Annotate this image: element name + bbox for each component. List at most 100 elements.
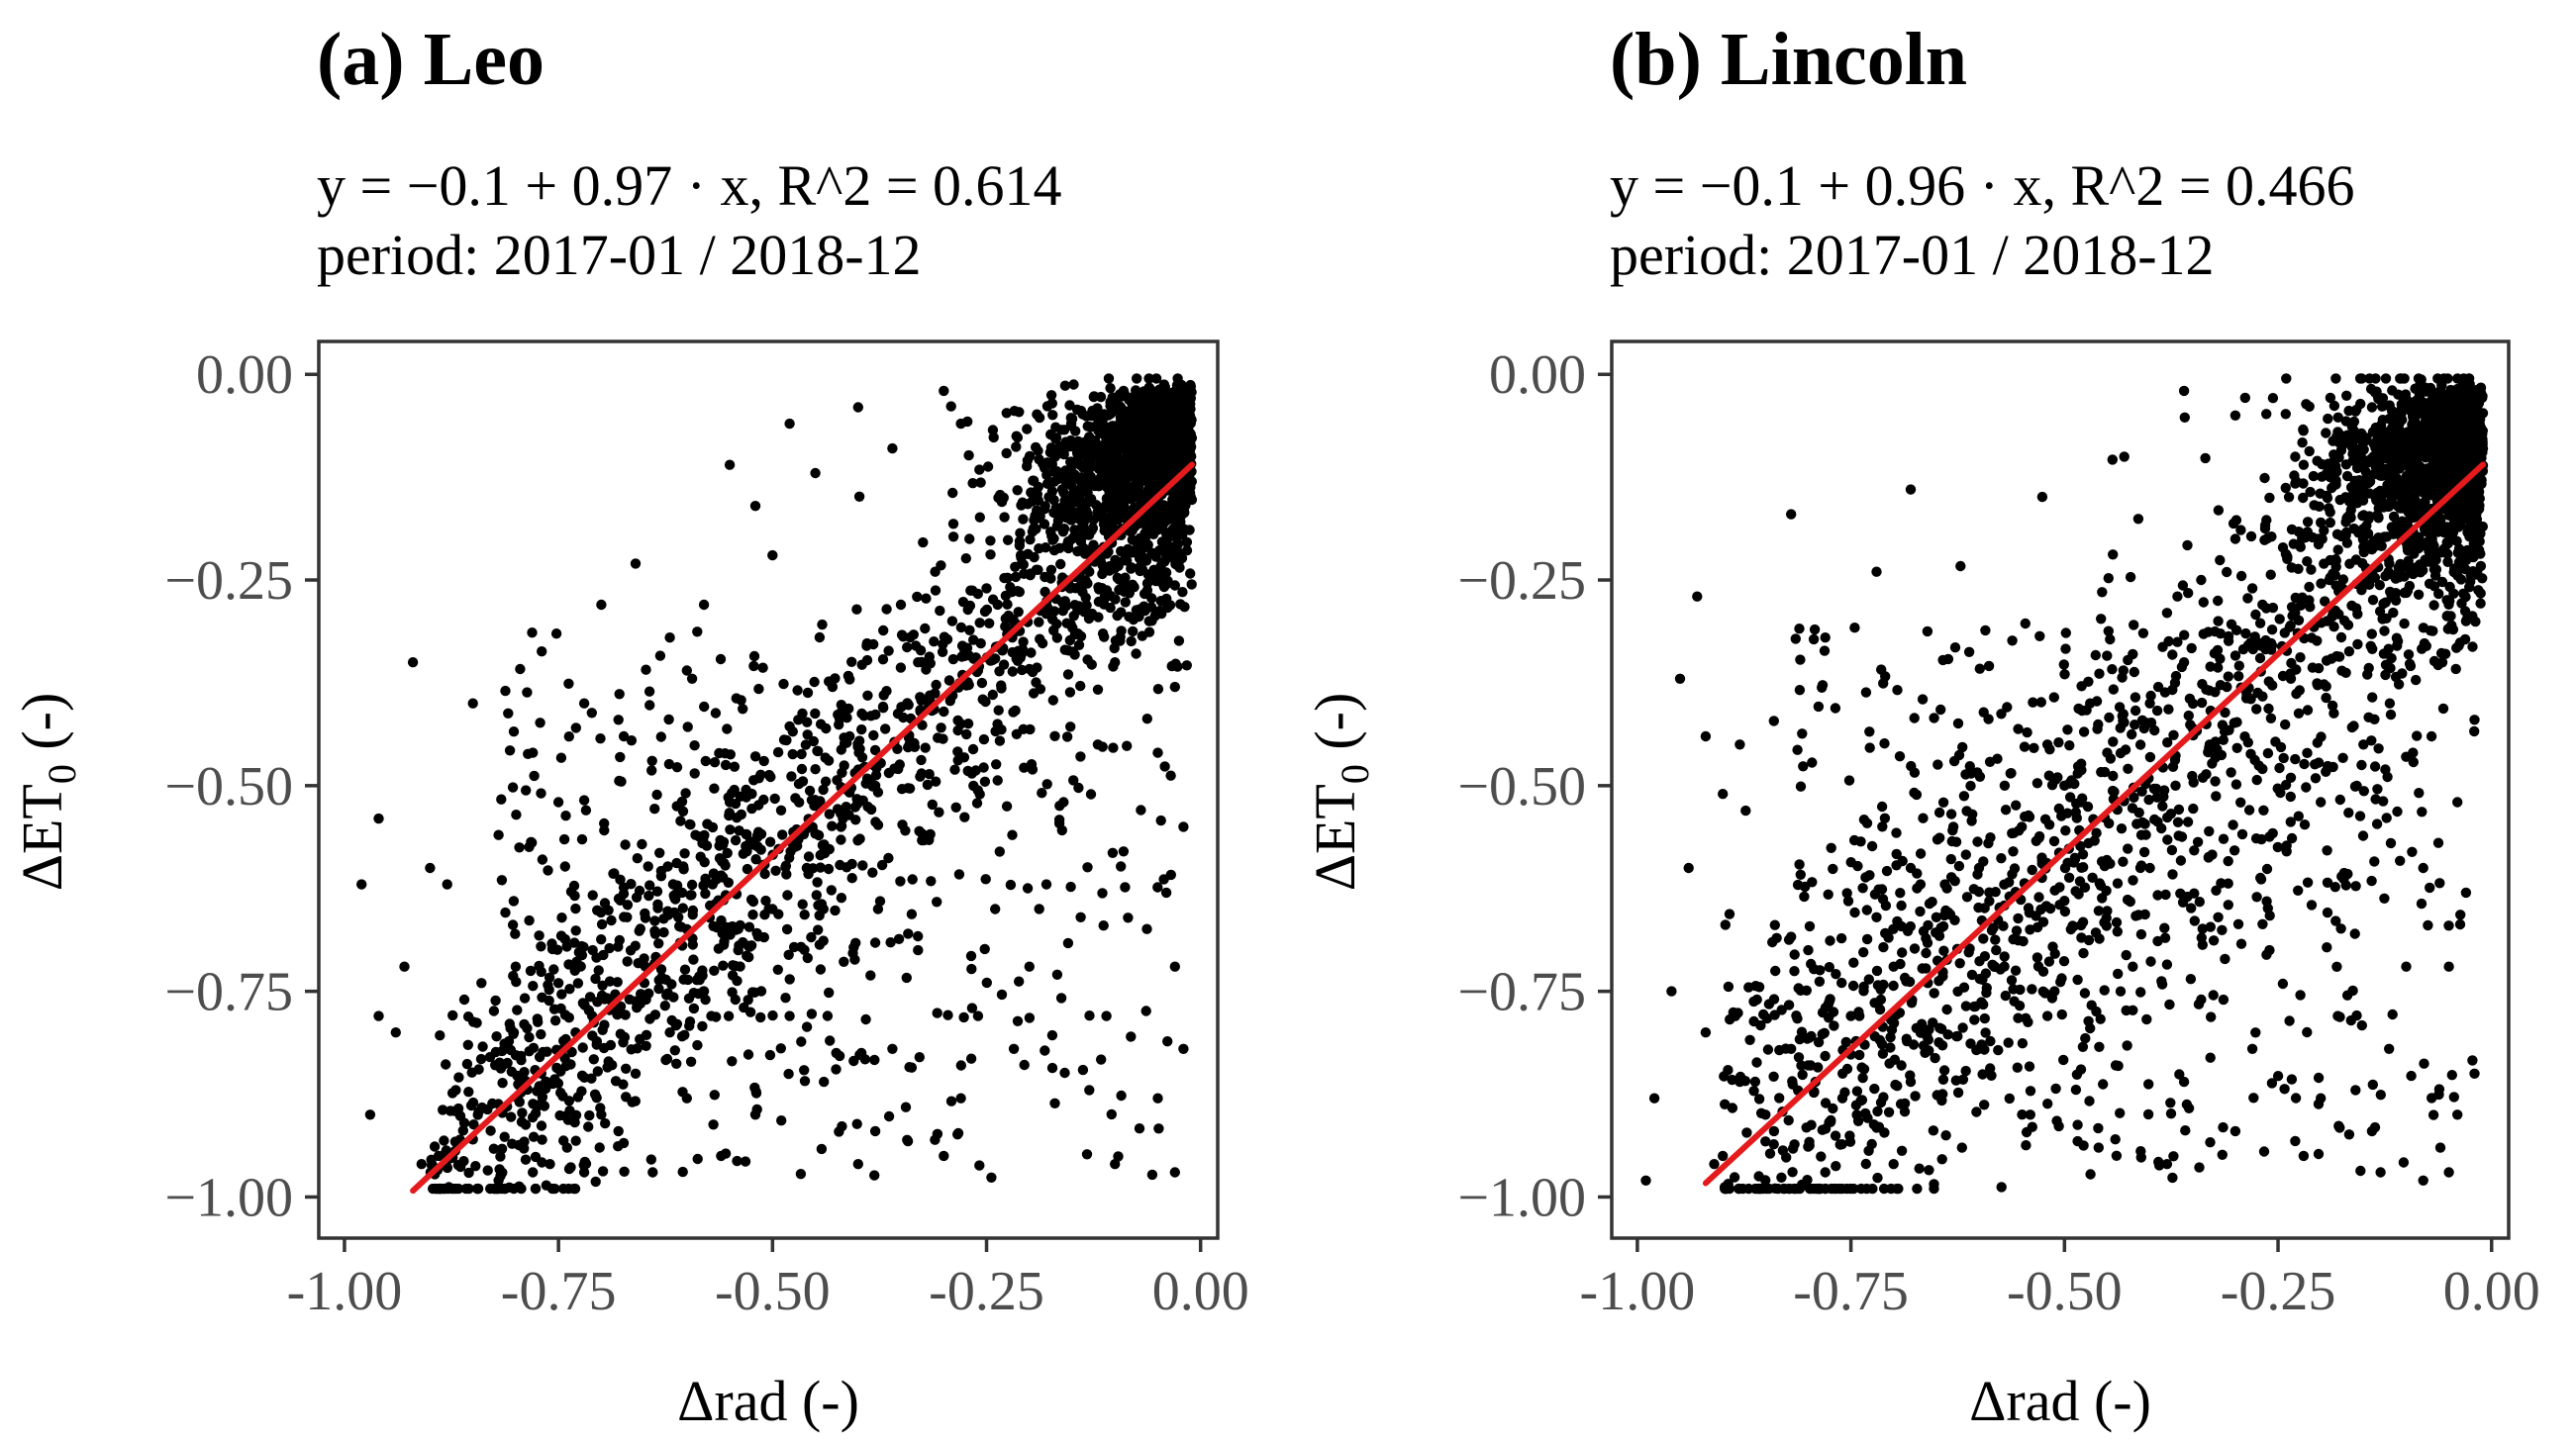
data-point — [614, 775, 625, 787]
data-point — [2428, 600, 2439, 611]
data-point — [1089, 391, 1100, 402]
data-point — [2138, 846, 2150, 858]
data-point — [651, 789, 662, 801]
data-point — [856, 723, 867, 735]
data-point — [2299, 758, 2310, 770]
data-point — [917, 720, 928, 730]
data-point — [2381, 613, 2392, 624]
data-point — [2407, 497, 2418, 509]
data-point — [2350, 1085, 2361, 1096]
data-point — [2333, 651, 2345, 662]
data-point — [900, 1102, 912, 1112]
data-point — [724, 459, 736, 470]
data-point — [2313, 1148, 2325, 1160]
data-point — [646, 755, 657, 766]
data-point — [2253, 760, 2264, 771]
data-point — [592, 905, 603, 915]
data-point — [731, 924, 742, 935]
data-point — [1110, 657, 1121, 668]
data-point — [2293, 885, 2304, 896]
data-point — [2013, 723, 2024, 734]
data-point — [1184, 525, 1195, 535]
data-point — [559, 861, 570, 872]
data-point — [503, 708, 514, 719]
data-point — [930, 585, 941, 596]
data-point — [1789, 949, 1800, 960]
data-point — [447, 1009, 458, 1021]
data-point — [544, 995, 554, 1007]
data-point — [1092, 410, 1104, 421]
data-point — [1046, 614, 1058, 625]
data-point — [2076, 862, 2087, 873]
data-point — [556, 913, 567, 923]
data-point — [1871, 965, 1883, 977]
data-point — [2278, 752, 2289, 764]
data-point — [1126, 635, 1137, 647]
data-point — [1153, 411, 1164, 423]
data-point — [1024, 961, 1036, 972]
data-point — [707, 879, 718, 890]
data-point — [867, 867, 878, 878]
data-point — [1034, 617, 1044, 627]
data-point — [1929, 713, 1939, 723]
data-point — [561, 1142, 572, 1153]
data-point — [684, 1016, 696, 1027]
data-point — [2410, 383, 2421, 394]
data-point — [1048, 495, 1059, 506]
data-point — [2097, 587, 2108, 598]
data-point — [679, 964, 691, 975]
data-point — [720, 759, 732, 771]
data-point — [797, 899, 808, 910]
data-point — [2216, 878, 2227, 889]
data-point — [2232, 918, 2244, 929]
data-point — [887, 1043, 898, 1055]
data-point — [967, 478, 978, 489]
data-point — [2215, 554, 2226, 566]
data-point — [708, 1119, 719, 1130]
data-point — [1953, 860, 1965, 872]
data-point — [1981, 987, 1992, 999]
data-point — [2350, 881, 2361, 892]
data-point — [749, 501, 761, 512]
data-point — [1160, 434, 1172, 445]
data-point — [2281, 373, 2292, 384]
data-point — [716, 914, 727, 926]
data-point — [700, 755, 711, 767]
data-point — [1143, 489, 1154, 500]
data-point — [2314, 501, 2325, 512]
data-point — [1129, 582, 1139, 593]
data-point — [783, 1068, 794, 1080]
data-point — [2054, 882, 2065, 893]
data-point — [887, 442, 898, 454]
data-point — [742, 846, 752, 857]
data-point — [2228, 819, 2238, 830]
data-point — [643, 861, 653, 872]
data-point — [850, 937, 861, 948]
data-point — [852, 1159, 863, 1170]
data-point — [939, 385, 949, 397]
data-point — [706, 1010, 717, 1021]
equation-text: y = −0.1 + 0.97 · x, R^2 = 0.614 — [317, 153, 1062, 218]
data-point — [618, 730, 630, 742]
data-point — [981, 583, 992, 594]
data-point — [2411, 674, 2422, 686]
data-point — [490, 1183, 501, 1195]
data-point — [1110, 594, 1121, 605]
data-point — [630, 940, 641, 951]
data-point — [452, 1160, 464, 1171]
data-point — [578, 1167, 590, 1178]
data-point — [2185, 974, 2197, 985]
data-point — [620, 839, 631, 850]
data-point — [1914, 1163, 1925, 1174]
data-point — [1973, 886, 1985, 898]
data-point — [780, 993, 791, 1004]
data-point — [1077, 586, 1088, 598]
data-point — [757, 662, 768, 673]
data-point — [822, 1010, 834, 1021]
data-point — [671, 762, 683, 773]
data-point — [2263, 703, 2274, 715]
data-point — [649, 928, 661, 939]
data-point — [2301, 782, 2312, 793]
data-point — [435, 1030, 446, 1041]
data-point — [1046, 398, 1058, 409]
